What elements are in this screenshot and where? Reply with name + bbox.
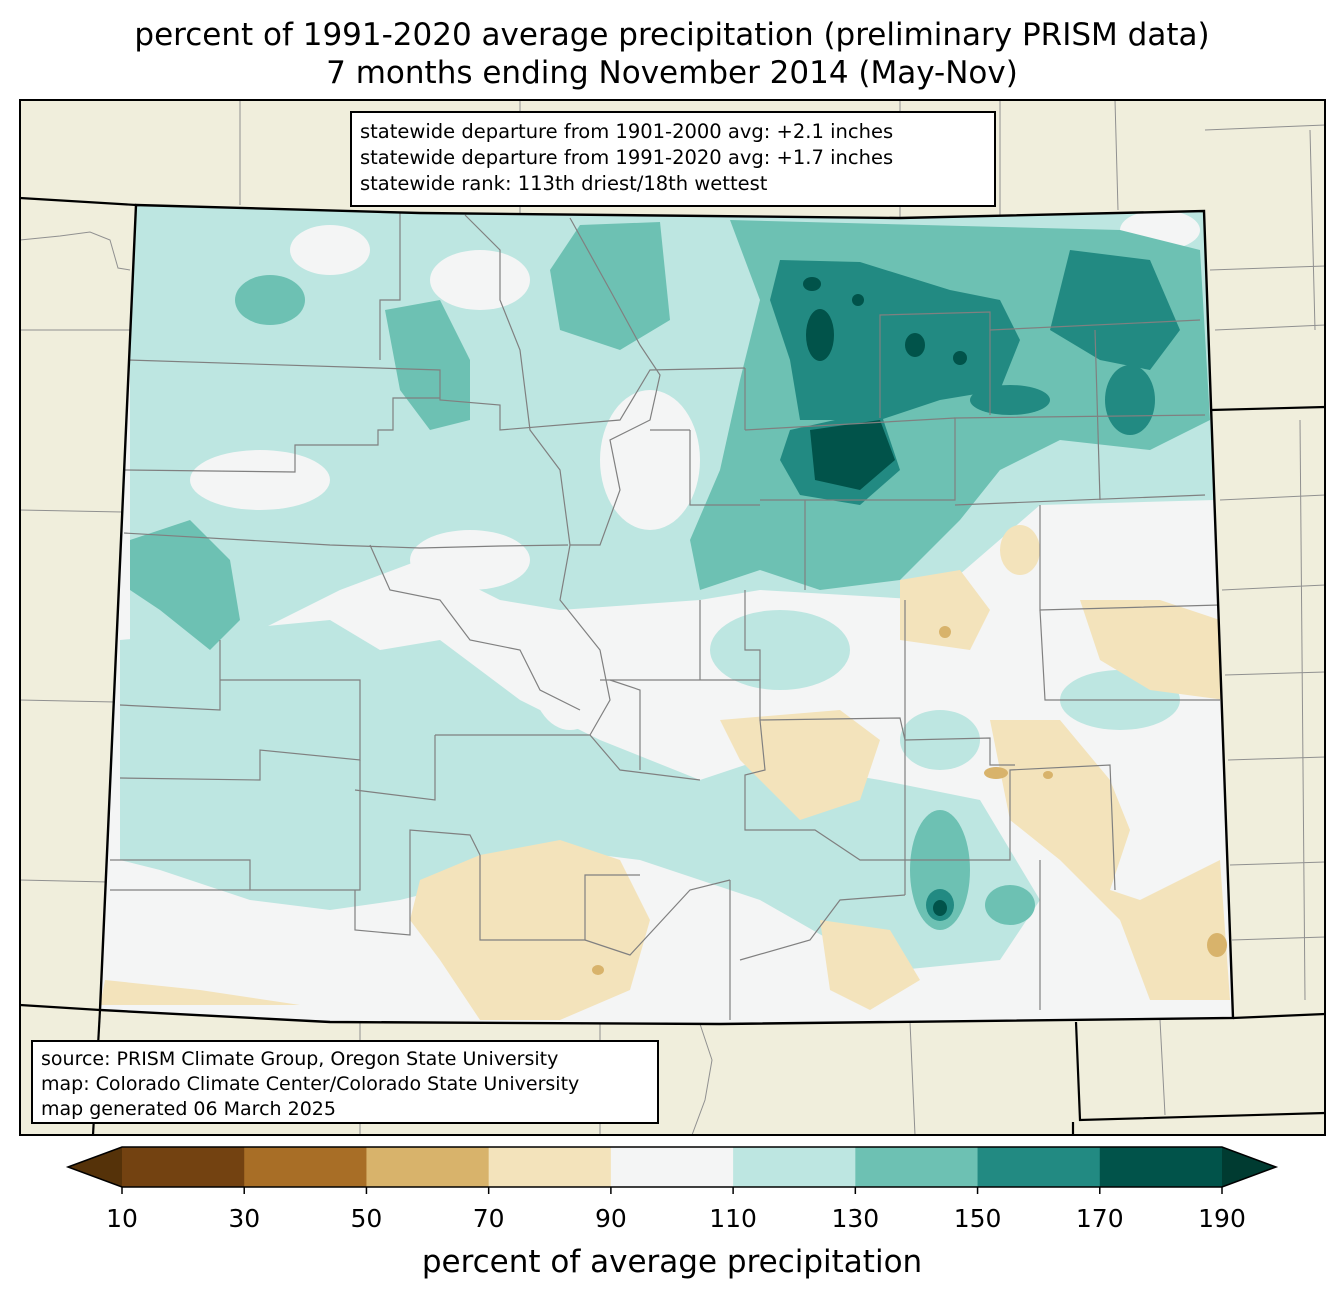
colorbar-tick-label: 50: [350, 1204, 383, 1233]
stat-rank: statewide rank: 113th driest/18th wettes…: [360, 172, 768, 195]
colorbar-segment: [733, 1147, 856, 1187]
colorbar-tick-label: 30: [228, 1204, 261, 1233]
colorbar-tick-label: 130: [831, 1204, 880, 1233]
colorbar-label: percent of average precipitation: [421, 1244, 923, 1280]
colorbar-tick-label: 90: [594, 1204, 627, 1233]
map-title-line-2: 7 months ending November 2014 (May-Nov): [326, 55, 1018, 91]
colorbar-tick-label: 150: [953, 1204, 1002, 1233]
colorbar-tick-label: 110: [709, 1204, 757, 1233]
credit-source: source: PRISM Climate Group, Oregon Stat…: [41, 1048, 559, 1070]
stat-departure-1991-2020: statewide departure from 1991-2020 avg: …: [360, 146, 894, 169]
colorbar-tick-label: 190: [1198, 1204, 1246, 1233]
precipitation-field: [100, 205, 1233, 1024]
colorbar-segment: [122, 1147, 245, 1187]
county-boundaries: [110, 213, 1221, 1020]
credit-generated: map generated 06 March 2025: [41, 1098, 336, 1120]
credits-box: source: PRISM Climate Group, Oregon Stat…: [31, 1040, 659, 1124]
colorbar-segment: [488, 1147, 612, 1187]
credit-map: map: Colorado Climate Center/Colorado St…: [41, 1073, 580, 1095]
colorbar-over-arrow: [1222, 1147, 1276, 1187]
stat-departure-1901-2000: statewide departure from 1901-2000 avg: …: [360, 120, 894, 143]
statewide-stats-box: statewide departure from 1901-2000 avg: …: [350, 111, 996, 207]
colorbar: [65, 1146, 1279, 1194]
colorbar-tick-label: 70: [472, 1204, 505, 1233]
map-title-line-1: percent of 1991-2020 average precipitati…: [134, 17, 1210, 53]
colorbar-segment: [244, 1147, 367, 1187]
colorbar-tick-label: 170: [1075, 1204, 1124, 1233]
neighbor-state-borders: [20, 196, 1325, 1135]
colorbar-under-arrow: [68, 1147, 122, 1187]
colorbar-tick-label: 10: [106, 1204, 138, 1233]
colorbar-segment: [610, 1147, 734, 1187]
colorbar-segment: [366, 1147, 490, 1187]
map-frame: [19, 99, 1326, 1136]
colorbar-segment: [1099, 1147, 1223, 1187]
colorbar-segment: [977, 1147, 1101, 1187]
colorbar-segment: [855, 1147, 979, 1187]
